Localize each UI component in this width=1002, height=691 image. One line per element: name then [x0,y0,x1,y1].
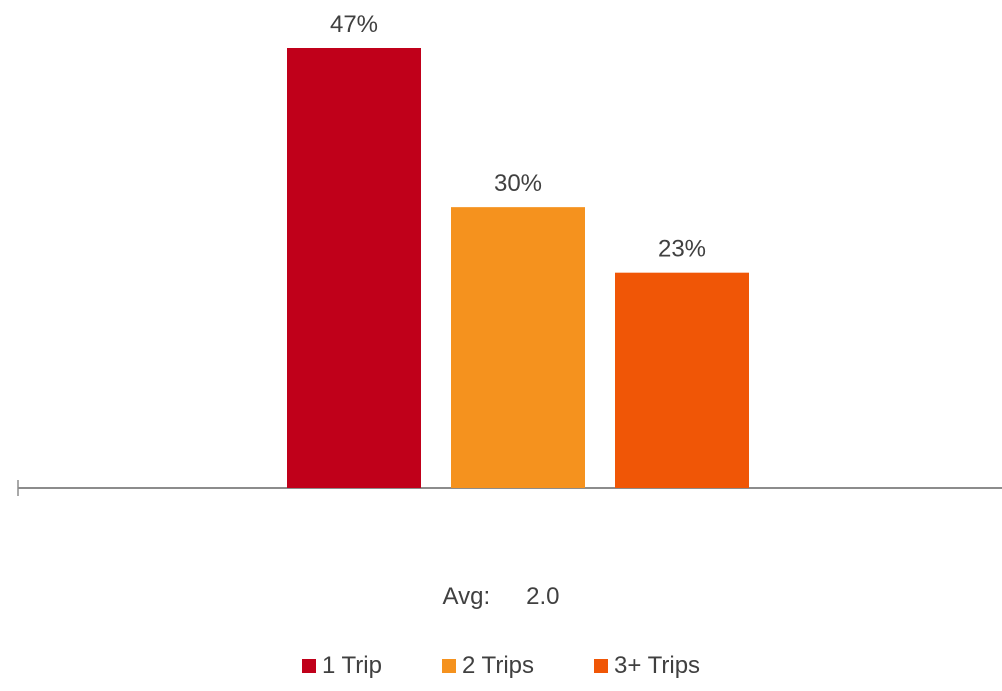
data-label: 23% [658,236,706,263]
bar-2-trips [451,207,585,488]
legend-item-3-plus-trips: 3+ Trips [594,652,700,680]
bar-1-trip [287,48,421,488]
legend: 1 Trip 2 Trips 3+ Trips [0,652,1002,680]
legend-item-1-trip: 1 Trip [302,652,382,680]
data-label: 30% [494,170,542,197]
legend-swatch-icon [302,659,316,673]
data-label: 47% [330,11,378,38]
avg-value: 2.0 [526,583,559,611]
legend-item-2-trips: 2 Trips [442,652,534,680]
legend-label: 1 Trip [322,652,382,680]
bars-group [287,48,749,488]
bar-3-trips [615,273,749,488]
legend-label: 3+ Trips [614,652,700,680]
bar-chart: 47% 30% 23% [0,0,1002,560]
legend-label: 2 Trips [462,652,534,680]
average-summary: Avg: 2.0 [0,583,1002,611]
legend-swatch-icon [594,659,608,673]
avg-label: Avg: [443,583,491,611]
legend-swatch-icon [442,659,456,673]
